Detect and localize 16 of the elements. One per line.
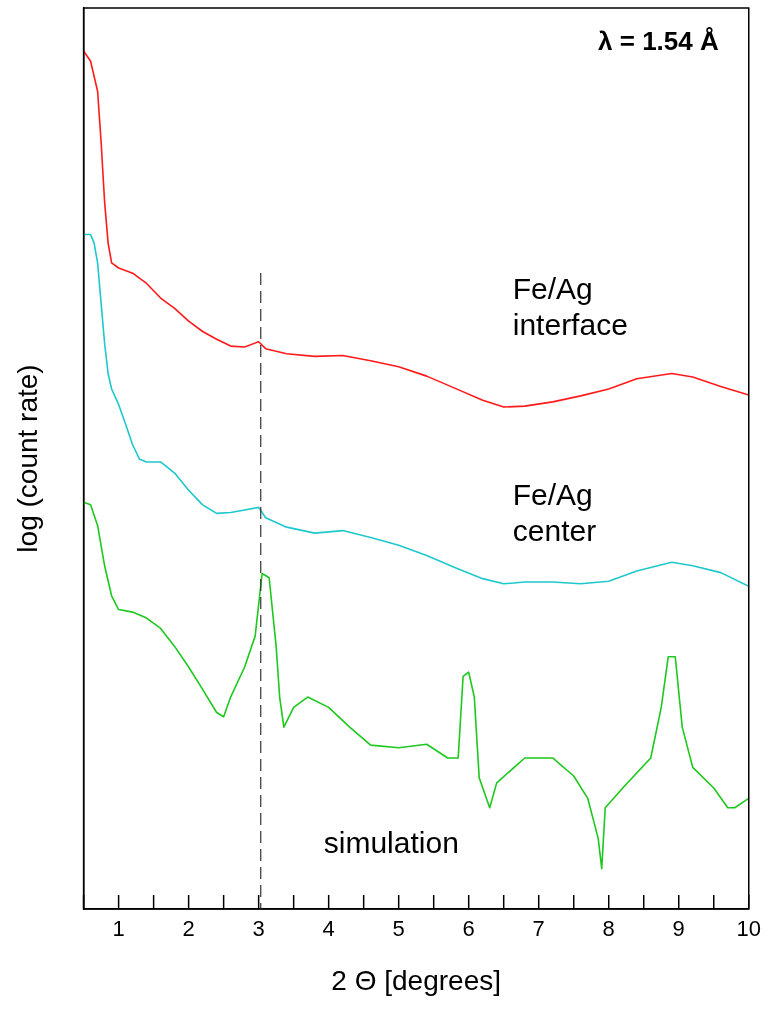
x-tick-label: 8 [602,916,615,942]
series-label: simulation [323,826,459,860]
x-tick-label: 1 [112,916,125,942]
x-tick-label: 10 [736,916,762,942]
x-tick-label: 7 [532,916,545,942]
y-axis-title: log (count rate) [11,364,43,553]
x-tick-label: 2 [182,916,195,942]
x-tick-label: 4 [322,916,335,942]
series-label: Fe/Ag center [512,478,597,548]
x-tick-label: 9 [672,916,685,942]
x-axis-title: 2 Θ [degrees] [331,964,502,996]
x-tick-label: 6 [462,916,475,942]
x-tick-label: 5 [392,916,405,942]
series-label: Fe/Ag interface [512,272,628,341]
x-tick-label: 3 [252,916,265,942]
annotation: λ = 1.54 Å [598,26,719,57]
